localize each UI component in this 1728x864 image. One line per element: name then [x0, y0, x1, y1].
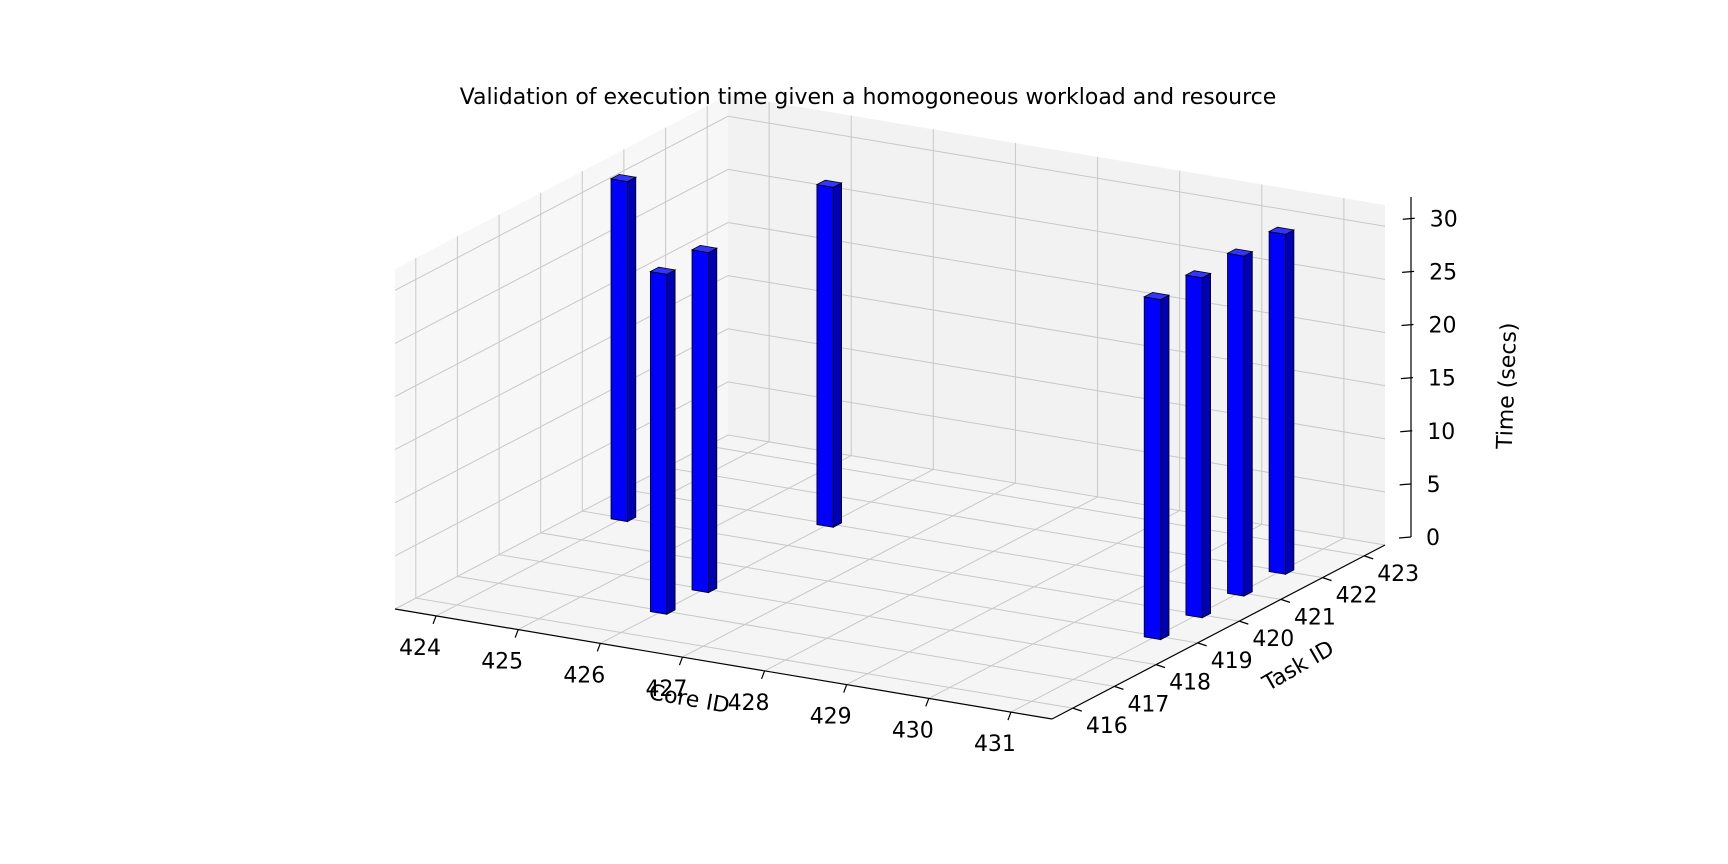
y-tick-mark: [1280, 598, 1291, 603]
bar-front-face: [1143, 296, 1162, 641]
bar-side-face: [1243, 251, 1253, 597]
bar-front-face: [691, 249, 709, 594]
z-tick-mark: [1401, 323, 1414, 327]
bars: [609, 173, 1296, 641]
y-tick-mark: [1072, 707, 1083, 712]
bar: [1267, 226, 1296, 575]
bar-side-face: [1285, 229, 1295, 575]
bar: [1142, 291, 1171, 641]
y-tick-mark: [1322, 577, 1332, 582]
bar-top-face: [815, 179, 843, 188]
y-axis-line: [1051, 544, 1386, 720]
grid-lines: [394, 101, 1386, 713]
bar-top-face: [1142, 291, 1171, 301]
bar-side-face: [832, 182, 842, 528]
z-tick-mark: [1399, 483, 1412, 486]
z-tick-mark: [1402, 270, 1415, 273]
x-tick-mark: [1007, 711, 1012, 721]
axis-lines: [394, 197, 1412, 720]
x-tick-label: 431: [974, 732, 1016, 757]
y-tick-mark: [1239, 620, 1249, 625]
bar-front-face: [1227, 252, 1245, 597]
z-tick-label: 25: [1429, 260, 1457, 285]
tick-labels: 4244254264274284294304314164174184194204…: [399, 207, 1458, 757]
x-tick-mark: [432, 615, 437, 625]
bar-side-face: [1160, 294, 1170, 641]
z-tick-mark: [1398, 536, 1412, 539]
x-tick-mark: [514, 629, 519, 638]
bar-top-face: [1267, 226, 1296, 235]
x-tick-label: 430: [892, 718, 934, 743]
bar-top-face: [1184, 270, 1212, 279]
z-tick-label: 20: [1429, 314, 1457, 339]
bar: [649, 266, 677, 615]
z-tick-mark: [1400, 430, 1413, 433]
y-tick-label: 423: [1377, 562, 1419, 587]
y-tick-mark: [1197, 642, 1207, 647]
x-tick-label: 427: [645, 677, 687, 702]
x-tick-mark: [843, 684, 848, 693]
y-tick-mark: [1155, 664, 1166, 669]
y-tick-label: 420: [1252, 627, 1294, 652]
x-tick-label: 425: [481, 650, 523, 675]
x-axis-line: [394, 608, 1053, 720]
x-tick-mark: [596, 643, 601, 652]
bar: [690, 244, 719, 594]
z-tick-mark: [1400, 377, 1413, 380]
x-tick-label: 426: [563, 663, 605, 688]
y-tick-label: 417: [1127, 692, 1169, 717]
z-tick-mark: [1402, 217, 1415, 220]
x-tick-mark: [761, 670, 766, 680]
y-tick-mark: [1363, 555, 1374, 560]
back-pane: [728, 95, 1385, 545]
bar-top-face: [649, 266, 677, 275]
z-tick-label: 5: [1427, 473, 1441, 498]
bar-front-face: [1268, 231, 1286, 575]
z-tick-label: 15: [1428, 367, 1456, 392]
z-tick-label: 0: [1426, 526, 1440, 551]
x-tick-label: 428: [728, 691, 770, 716]
z-tick-label: 10: [1427, 420, 1455, 445]
bar-side-face: [627, 176, 637, 523]
y-tick-label: 418: [1169, 671, 1211, 696]
x-axis-label: Core ID: [647, 680, 731, 719]
z-grid-line: [394, 168, 1386, 344]
bar: [815, 179, 843, 528]
axis-panes: [395, 95, 1385, 719]
x-tick-label: 424: [399, 636, 441, 661]
bar: [609, 173, 638, 523]
y-tick-mark: [1114, 685, 1124, 690]
y-tick-label: 421: [1294, 605, 1336, 630]
z-axis-label: Time (secs): [1493, 322, 1522, 450]
bar-top-face: [609, 173, 638, 183]
bar-side-face: [666, 269, 676, 615]
bar-side-face: [708, 247, 718, 594]
bar-side-face: [1201, 272, 1211, 619]
bar-top-face: [690, 244, 719, 254]
z-tick-label: 30: [1430, 207, 1458, 232]
y-tick-label: 416: [1086, 714, 1128, 739]
bar-front-face: [1185, 274, 1203, 619]
y-tick-label: 419: [1211, 649, 1253, 674]
bar: [1184, 270, 1212, 619]
bar: [1226, 248, 1254, 597]
left-pane: [395, 95, 728, 609]
chart-title: Validation of execution time given a hom…: [460, 85, 1277, 110]
x-tick-label: 429: [810, 705, 852, 730]
bar-front-face: [610, 178, 628, 523]
bar-top-face: [1226, 248, 1254, 257]
y-tick-label: 422: [1336, 584, 1378, 609]
bar-front-face: [816, 184, 834, 528]
x-tick-mark: [678, 656, 683, 666]
x-tick-mark: [925, 698, 930, 707]
floor-pane: [395, 435, 1385, 719]
z-grid-line: [394, 115, 1386, 291]
bar-front-face: [650, 271, 668, 615]
